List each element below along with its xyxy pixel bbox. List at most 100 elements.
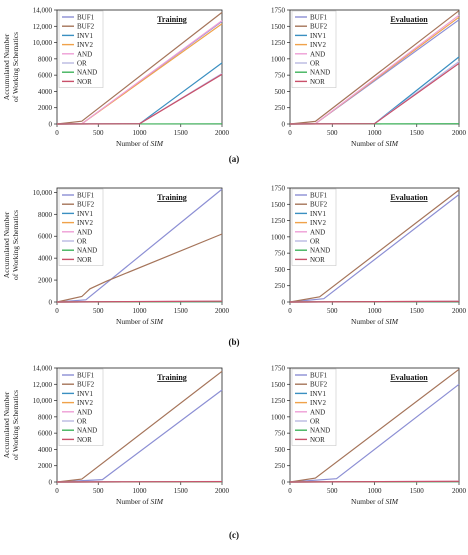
legend-label: NAND [310,427,330,435]
y-tick-label: 1750 [271,365,286,373]
y-tick-label: 6000 [38,430,53,438]
x-tick-label: 2000 [215,129,230,137]
legend-label: BUF1 [310,14,328,22]
x-tick-label: 2000 [452,487,467,495]
legend-label: OR [310,238,320,246]
panel-label: (c) [229,530,239,540]
legend-label: BUF1 [77,372,95,380]
y-tick-label: 750 [275,250,286,258]
x-axis-label: Number of SIM [116,317,164,326]
x-tick-label: 0 [55,307,59,315]
legend-label: BUF2 [77,23,95,31]
y-tick-label: 1750 [271,7,286,15]
x-axis-label-variable: SIM [386,317,399,326]
x-axis-label-prefix: Number of [351,317,386,326]
x-axis-label-prefix: Number of [116,497,151,506]
x-axis-label-variable: SIM [151,497,164,506]
x-tick-label: 500 [327,307,338,315]
y-tick-label: 1500 [271,381,286,389]
x-axis-label: Number of SIM [351,317,399,326]
y-tick-label: 10,000 [33,397,53,405]
legend-label: NAND [77,247,97,255]
legend-label: OR [310,60,320,68]
legend-label: BUF1 [310,372,328,380]
y-tick-label: 500 [275,88,286,96]
y-axis-label: Accumulated Number [2,391,11,458]
y-tick-label: 750 [275,430,286,438]
x-tick-label: 1500 [410,129,425,137]
legend-label: BUF2 [310,23,328,31]
legend-label: OR [77,238,87,246]
y-tick-label: 8000 [38,413,53,421]
x-axis-label-prefix: Number of [351,497,386,506]
x-axis-label: Number of SIM [351,497,399,506]
y-tick-label: 0 [282,479,286,487]
legend-label: INV1 [77,390,93,398]
x-tick-label: 2000 [215,307,230,315]
x-tick-label: 500 [93,129,104,137]
y-tick-label: 14,000 [33,365,53,373]
y-tick-label: 1000 [271,413,286,421]
legend-label: NOR [310,78,325,86]
legend-label: INV2 [310,41,326,49]
legend-label: BUF2 [77,201,95,209]
y-axis-label: of Working Schematics [11,32,20,102]
legend-label: BUF1 [77,14,95,22]
x-tick-label: 2000 [452,129,467,137]
y-axis-label: of Working Schematics [11,390,20,460]
y-tick-label: 4000 [38,255,53,263]
chart-title: Evaluation [390,373,428,382]
y-tick-label: 1000 [271,55,286,63]
y-tick-label: 0 [282,121,286,129]
legend-label: NAND [310,247,330,255]
x-tick-label: 0 [55,129,59,137]
y-tick-label: 2000 [38,462,53,470]
chart-title: Training [157,193,187,202]
y-axis-label: of Working Schematics [11,210,20,280]
legend-label: INV2 [77,219,93,227]
x-tick-label: 1500 [174,129,189,137]
x-tick-label: 0 [288,487,292,495]
legend-label: NAND [77,69,97,77]
x-tick-label: 0 [288,307,292,315]
x-axis-label: Number of SIM [351,139,399,148]
x-tick-label: 500 [93,307,104,315]
legend-label: BUF2 [77,381,95,389]
legend-label: INV2 [310,219,326,227]
y-tick-label: 8000 [38,211,53,219]
x-tick-label: 1500 [174,487,189,495]
legend-label: NOR [310,436,325,444]
x-tick-label: 2000 [452,307,467,315]
y-tick-label: 1000 [271,233,286,241]
y-tick-label: 14,000 [33,7,53,15]
chart-title: Evaluation [390,15,428,24]
panel-label: (b) [229,337,240,347]
legend-label: INV1 [77,32,93,40]
y-tick-label: 10,000 [33,39,53,47]
y-tick-label: 4000 [38,88,53,96]
x-axis-label-prefix: Number of [351,139,386,148]
x-tick-label: 1000 [368,487,383,495]
legend-label: AND [310,408,325,416]
legend-label: NOR [310,256,325,264]
x-tick-label: 1000 [368,307,383,315]
x-tick-label: 0 [55,487,59,495]
legend-label: INV1 [310,210,326,218]
legend-label: OR [77,60,87,68]
chart-title: Training [157,15,187,24]
x-tick-label: 500 [327,487,338,495]
y-tick-label: 0 [49,299,53,307]
x-axis-label: Number of SIM [116,139,164,148]
legend-label: NAND [310,69,330,77]
legend-label: BUF2 [310,381,328,389]
y-tick-label: 12,000 [33,381,53,389]
